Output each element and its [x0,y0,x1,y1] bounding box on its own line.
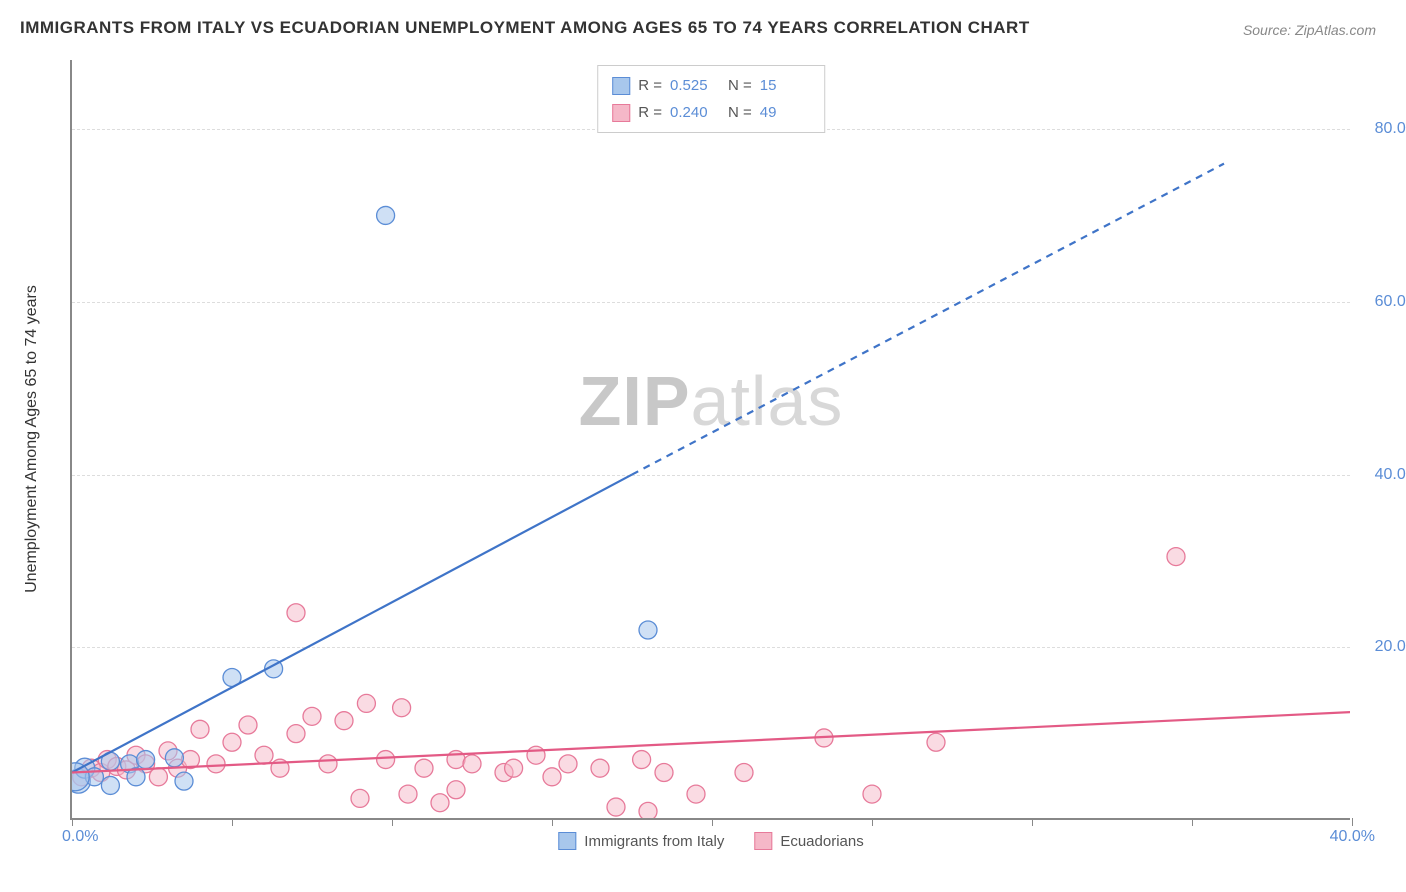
y-tick-label: 20.0% [1375,638,1406,656]
chart-title: IMMIGRANTS FROM ITALY VS ECUADORIAN UNEM… [20,18,1030,38]
data-point [1167,548,1185,566]
series-legend: Immigrants from Italy Ecuadorians [558,832,863,850]
legend-bottom-swatch-1 [754,832,772,850]
data-point [319,755,337,773]
legend-swatch-1 [612,104,630,122]
x-tick [232,818,233,826]
data-point [287,604,305,622]
data-point [191,720,209,738]
n-label-1: N = [728,99,752,126]
data-point [101,776,119,794]
data-point [335,712,353,730]
legend-bottom-swatch-0 [558,832,576,850]
data-point [505,759,523,777]
legend-row-series-0: R = 0.525 N = 15 [612,72,810,99]
data-point [303,707,321,725]
data-point [927,733,945,751]
x-end-label: 40.0% [1330,828,1375,846]
trend-line [72,712,1350,772]
y-axis-label: Unemployment Among Ages 65 to 74 years [23,285,41,593]
r-label-1: R = [638,99,662,126]
x-tick [392,818,393,826]
data-point [377,751,395,769]
legend-item-1: Ecuadorians [754,832,863,850]
data-point [527,746,545,764]
x-tick [72,818,73,826]
data-point [175,772,193,790]
trend-line [72,475,632,773]
r-value-0: 0.525 [670,72,720,99]
chart-container: ZIPatlas Unemployment Among Ages 65 to 7… [60,50,1380,870]
y-tick-label: 60.0% [1375,293,1406,311]
data-point [639,802,657,818]
legend-bottom-label-1: Ecuadorians [780,833,863,850]
y-tick-label: 80.0% [1375,120,1406,138]
data-point [447,781,465,799]
data-point [165,749,183,767]
x-tick [712,818,713,826]
data-point [431,794,449,812]
legend-row-series-1: R = 0.240 N = 49 [612,99,810,126]
data-point [357,694,375,712]
data-point [399,785,417,803]
trend-line [632,164,1224,475]
data-point [351,789,369,807]
n-value-0: 15 [760,72,810,99]
plot-area: ZIPatlas Unemployment Among Ages 65 to 7… [70,60,1350,820]
r-value-1: 0.240 [670,99,720,126]
data-point [559,755,577,773]
data-point [207,755,225,773]
x-tick [1352,818,1353,826]
data-point [655,764,673,782]
data-point [591,759,609,777]
n-value-1: 49 [760,99,810,126]
data-point [255,746,273,764]
legend-bottom-label-0: Immigrants from Italy [584,833,724,850]
legend-swatch-0 [612,77,630,95]
data-point [543,768,561,786]
data-point [633,751,651,769]
data-point [287,725,305,743]
n-label-0: N = [728,72,752,99]
x-tick [552,818,553,826]
data-point [415,759,433,777]
data-point [863,785,881,803]
x-origin-label: 0.0% [62,828,98,846]
data-point [137,751,155,769]
data-point [463,755,481,773]
data-point [223,733,241,751]
data-point [377,206,395,224]
x-tick [1192,818,1193,826]
data-point [239,716,257,734]
x-tick [872,818,873,826]
y-tick-label: 40.0% [1375,466,1406,484]
data-point [607,798,625,816]
source-attribution: Source: ZipAtlas.com [1243,22,1376,38]
data-point [639,621,657,639]
correlation-legend: R = 0.525 N = 15 R = 0.240 N = 49 [597,65,825,133]
legend-item-0: Immigrants from Italy [558,832,724,850]
data-point [149,768,167,786]
data-point [735,764,753,782]
r-label-0: R = [638,72,662,99]
data-point [687,785,705,803]
scatter-plot-svg [72,60,1350,818]
x-tick [1032,818,1033,826]
data-point [393,699,411,717]
